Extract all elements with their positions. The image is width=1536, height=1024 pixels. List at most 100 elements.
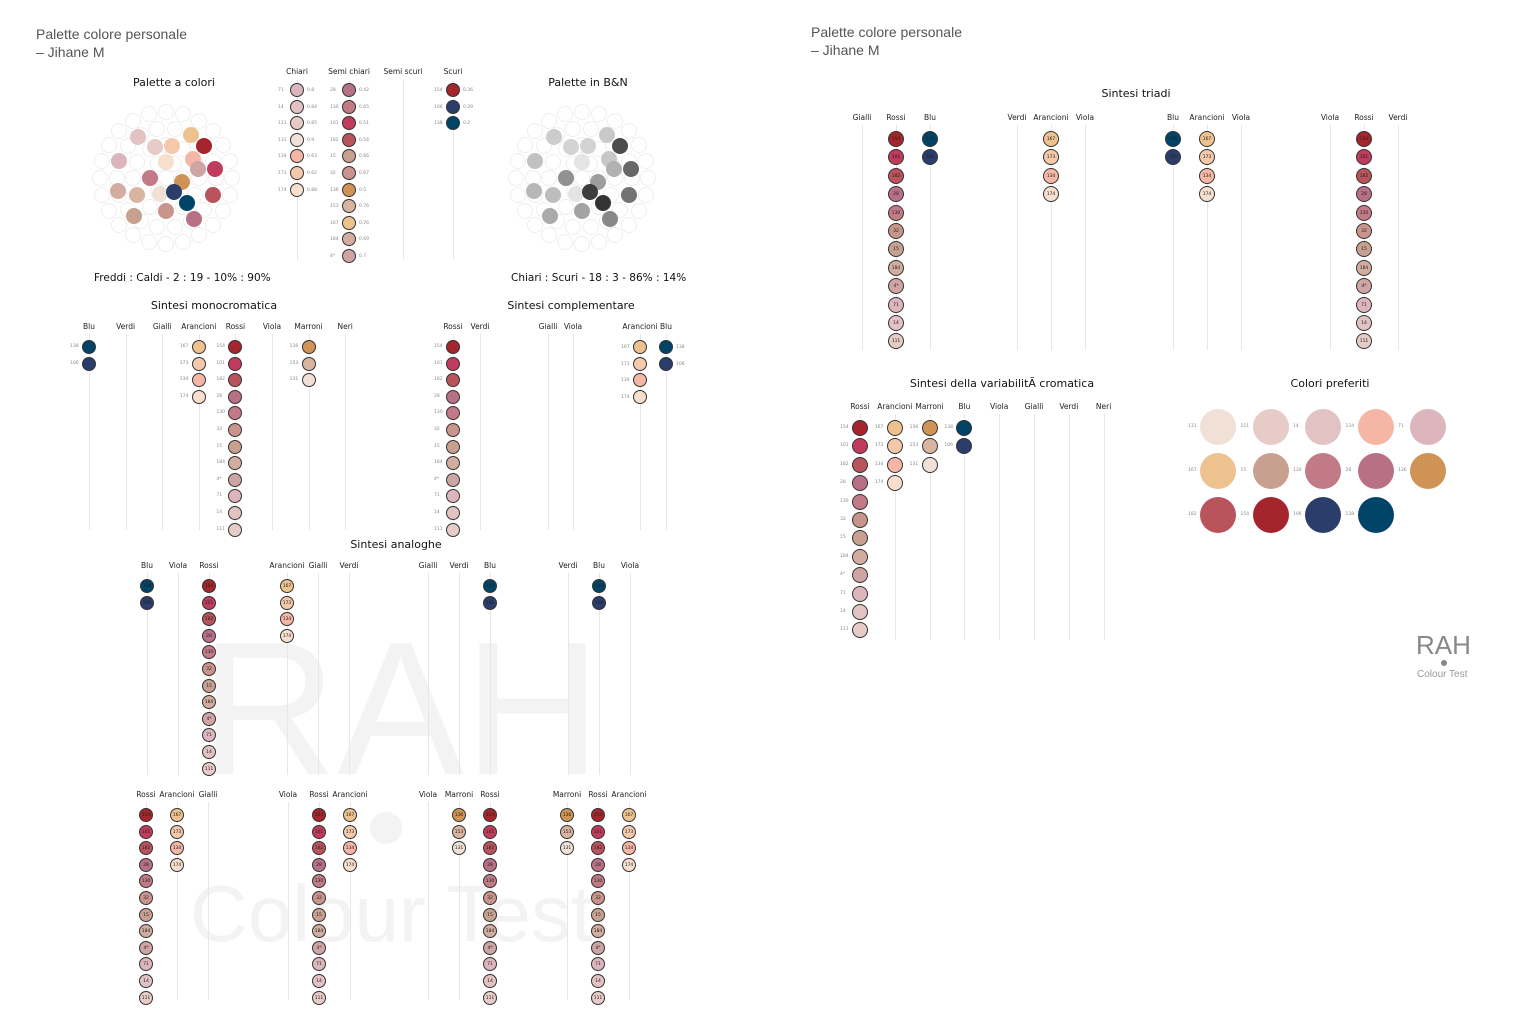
swatch-code: 130 [485, 879, 495, 885]
wheel-bn-swatch-138 [595, 195, 612, 212]
tone-code: 154 [434, 88, 443, 93]
compl-swatch-label: 71 [434, 493, 440, 499]
analog-1-swatch-arancioni: 134 [280, 612, 294, 627]
compl-line-blu [666, 334, 667, 530]
wheel-colori-swatch-167 [182, 127, 199, 144]
tone-code: 28 [330, 88, 336, 93]
triadi-title: Sintesi triadi [1101, 87, 1171, 100]
swatch-code: 167 [624, 813, 634, 818]
analog-4-swatch-rossi: 111 [139, 990, 153, 1005]
swatch-code: 32 [316, 896, 322, 901]
mono-title: Sintesi monocromatica [150, 299, 278, 312]
wheel-bn-grid-cell [541, 112, 557, 129]
swatch-code: 182 [1359, 173, 1369, 179]
swatch-code: 14 [893, 321, 899, 326]
variab-swatch-rossi [852, 420, 868, 436]
tone-code: 131 [278, 137, 287, 143]
analog-0-swatch-blu: 138 [140, 579, 154, 593]
wheel-bn-swatch-15 [542, 207, 559, 224]
analog-7-swatch-rossi: 14 [591, 974, 605, 988]
variab-swatch-marroni [921, 420, 938, 436]
preferito-code: 111 [1240, 424, 1250, 429]
wheel-colori-swatch-15 [126, 207, 143, 224]
swatch-code: 173 [1202, 155, 1212, 161]
analog-7-swatch-rossi: 15 [591, 907, 605, 922]
wheel-bn-grid-cell [556, 233, 573, 250]
swatch-code: 15 [595, 912, 601, 918]
triadi-3-swatch-rossi: 4* [1356, 278, 1372, 295]
analog-1-header-arancioni: Arancioni [269, 561, 305, 570]
swatch-code: 184 [1359, 265, 1369, 271]
analog-7-swatch-arancioni: 134 [622, 841, 636, 856]
preferito-swatch-14 [1305, 409, 1341, 445]
analog-3-line-blu [599, 573, 600, 775]
analog-4-swatch-rossi: 184 [139, 924, 153, 939]
wheel-bn-swatch-101 [622, 161, 639, 178]
swatch-code: 131 [454, 846, 464, 852]
variab-swatch-label: 174 [874, 480, 884, 486]
compl-swatch-rossi [446, 456, 460, 471]
palette-bn-title: Palette in B&N [548, 76, 628, 89]
swatch-code: 71 [143, 962, 149, 968]
mono-swatch-label: 154 [216, 344, 225, 349]
variab-line-viola [999, 414, 1001, 640]
mono-swatch-blu [82, 340, 96, 354]
mono-header-arancioni: Arancioni [181, 322, 217, 331]
wheel-bn-swatch-153 [545, 186, 562, 203]
compl-header-rossi: Rossi [443, 322, 463, 331]
swatch-code: 138 [925, 137, 935, 142]
variab-swatch-arancioni [886, 420, 903, 436]
wheel-colori-grid-cell [175, 233, 192, 250]
triadi-2-line-viola [1241, 125, 1242, 350]
swatch-code: 182 [485, 846, 495, 852]
tone-value: 0.63 [307, 154, 318, 160]
wheel-bn-grid-cell [556, 106, 573, 123]
analog-7-swatch-marroni: 131 [560, 841, 574, 856]
tone-swatch [342, 99, 356, 114]
wheel-bn-grid-cell [516, 203, 533, 219]
wheel-bn-grid-cell [527, 123, 544, 140]
variab-swatch-label: 134 [874, 461, 884, 467]
mono-swatch-label: 101 [216, 360, 225, 366]
analog-7-swatch-rossi: 182 [591, 841, 605, 856]
variab-swatch-rossi [852, 438, 868, 455]
analog-5-swatch-arancioni: 174 [343, 857, 357, 872]
swatch-code: 4* [316, 945, 322, 951]
preferito-swatch-131 [1200, 409, 1236, 445]
wheel-colori-grid-cell [94, 152, 111, 169]
variab-swatch-label: 28 [840, 480, 846, 486]
preferito-swatch-71 [1410, 409, 1446, 445]
variab-swatch-label: 167 [874, 425, 884, 430]
variab-swatch-blu [956, 420, 973, 436]
analog-5-swatch-rossi: 32 [312, 891, 326, 905]
wheel-colori-grid-cell [204, 216, 221, 233]
triadi-3-swatch-rossi: 130 [1356, 204, 1372, 221]
palette-colori-title: Palette a colori [133, 76, 215, 89]
variab-header-neri: Neri [1095, 402, 1112, 411]
swatch-code: 154 [314, 813, 324, 818]
swatch-code: 106 [1168, 155, 1178, 161]
analog-3-swatch-blu: 106 [592, 595, 606, 610]
analog-3-header-blu: Blu [593, 561, 605, 570]
analog-3-line-viola [630, 573, 631, 775]
variab-line-neri [1103, 414, 1105, 640]
swatch-code: 184 [141, 929, 151, 935]
variab-swatch-label: 111 [840, 627, 849, 633]
triadi-0-swatch-rossi: 154 [888, 131, 904, 147]
tone-value: 0.85 [307, 121, 318, 127]
tone-value: 0.54 [359, 137, 370, 143]
analog-5-swatch-rossi: 101 [312, 824, 326, 839]
tone-value: 0.8 [307, 88, 315, 93]
tone-swatch [290, 116, 304, 131]
mono-swatch-label: 111 [216, 526, 225, 532]
tone-value: 0.51 [359, 121, 370, 127]
analog-7-header-arancioni: Arancioni [611, 790, 647, 799]
wheel-colori-grid-cell [221, 187, 238, 204]
watermark-tagline: Colour Test [190, 869, 594, 958]
analog-3-line-verdi [568, 573, 569, 775]
swatch-code: 101 [204, 600, 214, 606]
swatch-code: 134 [624, 846, 634, 852]
analog-5-swatch-arancioni: 167 [343, 808, 357, 822]
swatch-code: 134 [1046, 173, 1056, 179]
swatch-code: 106 [594, 600, 604, 606]
